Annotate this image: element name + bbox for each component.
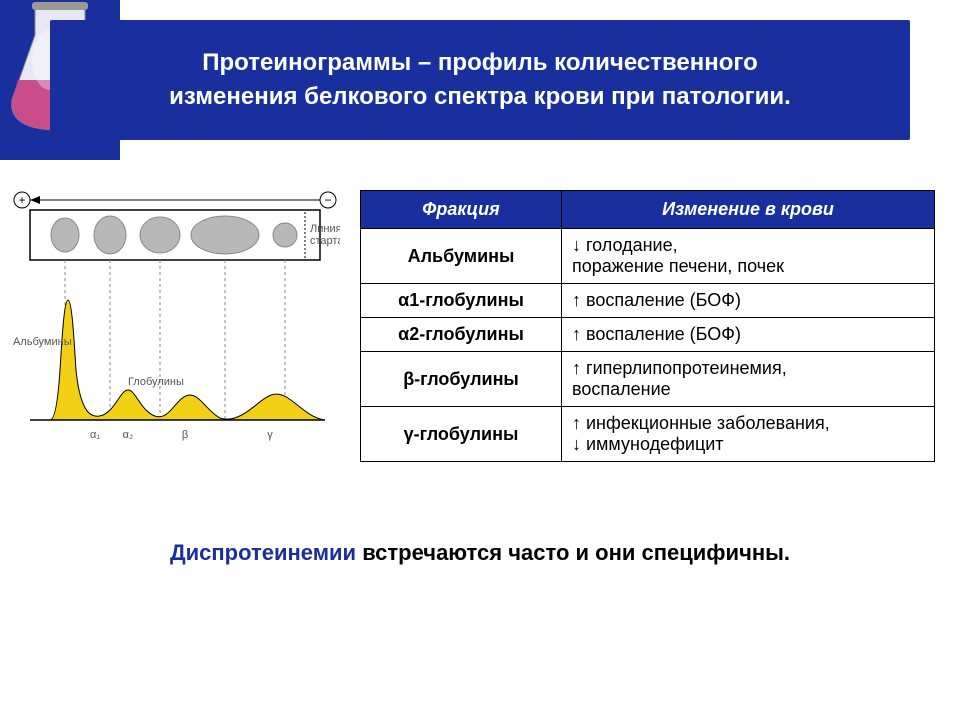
fraction-cell: α2-глобулины <box>361 318 562 352</box>
table-row: β-глобулины↑ гиперлипопротеинемия, воспа… <box>361 352 935 407</box>
table-header-row: Фракция Изменение в крови <box>361 191 935 229</box>
table-row: α1-глобулины↑ воспаление (БОФ) <box>361 284 935 318</box>
slide-title: Протеинограммы – профиль количественного… <box>50 20 910 140</box>
change-cell: ↑ воспаление (БОФ) <box>562 318 935 352</box>
fraction-cell: γ-глобулины <box>361 407 562 462</box>
fraction-cell: Альбумины <box>361 229 562 284</box>
x-alpha2: α₂ <box>123 429 134 441</box>
x-alpha1: α₁ <box>90 429 100 441</box>
start-line-label: Линия старта <box>310 223 340 247</box>
footer-rest: встречаются часто и они специфичны. <box>356 540 790 565</box>
table-row: γ-глобулины↑ инфекционные заболевания, ↓… <box>361 407 935 462</box>
fraction-cell: β-глобулины <box>361 352 562 407</box>
change-cell: ↑ гиперлипопротеинемия, воспаление <box>562 352 935 407</box>
footer-highlight: Диспротеинемии <box>170 540 356 565</box>
globulin-axis-label: Глобулины <box>128 376 184 388</box>
footer-note: Диспротеинемии встречаются часто и они с… <box>0 540 960 566</box>
change-cell: ↑ воспаление (БОФ) <box>562 284 935 318</box>
table-row: α2-глобулины↑ воспаление (БОФ) <box>361 318 935 352</box>
x-beta: β <box>182 429 188 441</box>
col-change: Изменение в крови <box>562 191 935 229</box>
col-fraction: Фракция <box>361 191 562 229</box>
change-cell: ↑ инфекционные заболевания, ↓ иммунодефи… <box>562 407 935 462</box>
proteinogram-diagram: + − Линия старта Альбумины Глобулины α₁ … <box>10 190 340 460</box>
minus-label: − <box>324 193 331 207</box>
plus-label: + <box>18 193 25 207</box>
change-cell: ↓ голодание, поражение печени, почек <box>562 229 935 284</box>
slide: Протеинограммы – профиль количественного… <box>0 0 960 720</box>
fraction-cell: α1-глобулины <box>361 284 562 318</box>
table-row: Альбумины↓ голодание, поражение печени, … <box>361 229 935 284</box>
albumin-axis-label: Альбумины <box>13 336 72 348</box>
x-gamma: γ <box>267 429 273 441</box>
fractions-table: Фракция Изменение в крови Альбумины↓ гол… <box>360 190 935 462</box>
